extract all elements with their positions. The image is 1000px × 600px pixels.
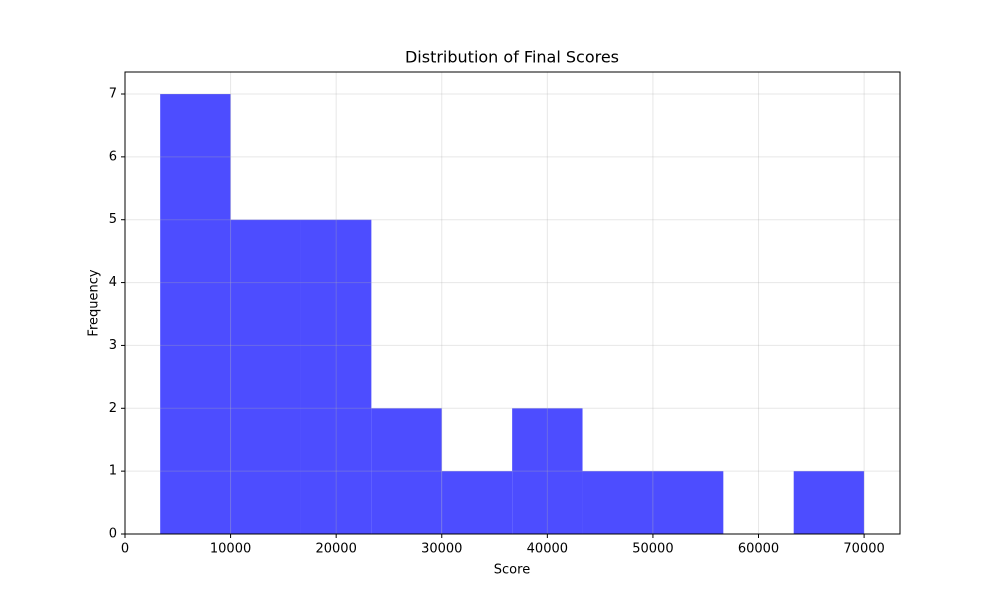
x-tick-label: 40000 — [527, 542, 568, 557]
x-tick-label: 20000 — [315, 542, 356, 557]
y-tick-label: 4 — [109, 275, 117, 290]
y-tick-label: 3 — [109, 338, 117, 353]
bar — [300, 219, 372, 534]
y-tick-label: 6 — [109, 149, 117, 164]
bar — [441, 471, 513, 534]
x-axis-label: Score — [494, 563, 530, 578]
x-tick-label: 30000 — [421, 542, 462, 557]
bar — [582, 471, 653, 534]
x-tick-label: 0 — [121, 542, 129, 557]
y-tick-label: 0 — [109, 527, 117, 542]
y-tick-label: 2 — [109, 401, 117, 416]
bar — [512, 408, 583, 534]
x-tick-label: 50000 — [632, 542, 673, 557]
x-tick-label: 60000 — [738, 542, 779, 557]
bar — [371, 408, 442, 534]
y-tick-label: 5 — [109, 212, 117, 227]
y-tick-label: 7 — [109, 87, 117, 102]
chart-title: Distribution of Final Scores — [405, 48, 619, 67]
x-tick-label: 70000 — [843, 542, 884, 557]
plot-frame — [124, 71, 901, 535]
bar — [793, 471, 865, 534]
y-axis-label: Frequency — [87, 269, 102, 336]
x-tick-label: 10000 — [210, 542, 251, 557]
bar — [652, 471, 724, 534]
bar — [160, 94, 231, 534]
y-tick-label: 1 — [109, 464, 117, 479]
bar — [230, 219, 301, 534]
